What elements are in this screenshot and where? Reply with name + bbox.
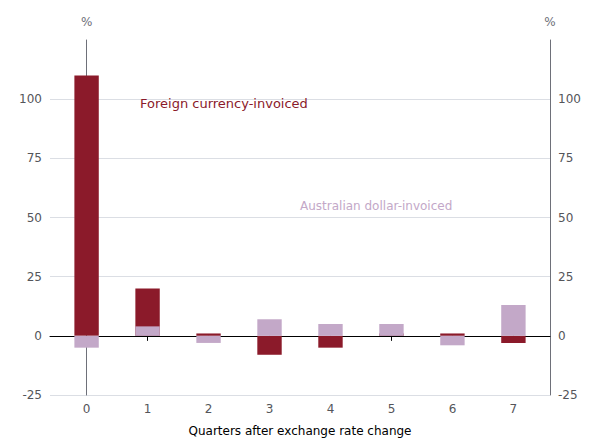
svg-text:25: 25 <box>27 270 42 284</box>
svg-text:-25: -25 <box>22 388 42 402</box>
svg-text:25: 25 <box>558 270 573 284</box>
svg-text:0: 0 <box>558 329 566 343</box>
svg-text:100: 100 <box>19 92 42 106</box>
svg-text:75: 75 <box>558 151 573 165</box>
svg-text:50: 50 <box>558 211 573 225</box>
svg-text:Quarters after exchange rate c: Quarters after exchange rate change <box>188 424 411 438</box>
svg-text:3: 3 <box>266 402 274 416</box>
svg-text:4: 4 <box>327 402 335 416</box>
svg-text:Australian dollar-invoiced: Australian dollar-invoiced <box>300 199 452 213</box>
svg-text:5: 5 <box>388 402 396 416</box>
svg-text:1: 1 <box>144 402 152 416</box>
svg-text:%: % <box>544 15 555 29</box>
svg-text:%: % <box>81 15 92 29</box>
svg-text:75: 75 <box>27 151 42 165</box>
svg-text:50: 50 <box>27 211 42 225</box>
svg-text:2: 2 <box>205 402 213 416</box>
svg-text:-25: -25 <box>558 388 578 402</box>
svg-text:7: 7 <box>510 402 518 416</box>
svg-text:0: 0 <box>34 329 42 343</box>
svg-text:Foreign currency-invoiced: Foreign currency-invoiced <box>140 96 308 111</box>
svg-text:0: 0 <box>83 402 91 416</box>
svg-text:100: 100 <box>558 92 581 106</box>
svg-text:6: 6 <box>449 402 457 416</box>
